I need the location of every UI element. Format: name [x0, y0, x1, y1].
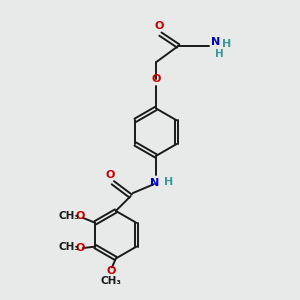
Text: N: N	[150, 178, 159, 188]
Text: H: H	[215, 49, 224, 59]
Text: O: O	[107, 266, 116, 276]
Text: O: O	[154, 21, 164, 31]
Text: CH₃: CH₃	[59, 242, 80, 253]
Text: O: O	[75, 211, 85, 221]
Text: O: O	[75, 243, 85, 253]
Text: H: H	[164, 177, 173, 187]
Text: O: O	[151, 74, 160, 84]
Text: H: H	[222, 39, 231, 49]
Text: O: O	[105, 170, 115, 180]
Text: CH₃: CH₃	[59, 211, 80, 221]
Text: CH₃: CH₃	[100, 276, 121, 286]
Text: N: N	[211, 38, 220, 47]
